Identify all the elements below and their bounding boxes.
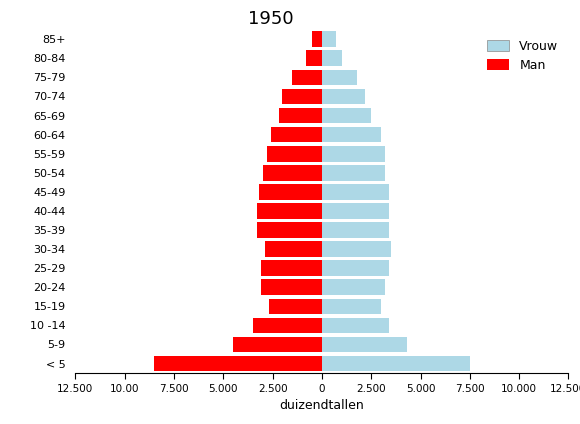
Bar [253, 318, 322, 333]
Bar [154, 356, 322, 371]
Bar [261, 260, 322, 276]
Bar [322, 127, 381, 142]
Bar [269, 298, 322, 314]
Bar [322, 298, 381, 314]
Bar [322, 203, 389, 219]
Bar [257, 203, 322, 219]
Bar [282, 89, 322, 104]
Bar [322, 108, 371, 123]
Bar [271, 127, 322, 142]
Bar [322, 146, 385, 162]
Bar [322, 50, 342, 66]
Bar [322, 318, 389, 333]
Bar [322, 260, 389, 276]
X-axis label: duizendtallen: duizendtallen [280, 399, 364, 412]
Bar [263, 165, 322, 181]
Bar [233, 337, 322, 352]
Bar [322, 165, 385, 181]
Bar [312, 31, 322, 47]
Bar [322, 356, 470, 371]
Legend: Vrouw, Man: Vrouw, Man [483, 36, 562, 75]
Bar [278, 108, 322, 123]
Bar [257, 222, 322, 238]
Bar [322, 337, 407, 352]
Bar [322, 70, 357, 85]
Bar [322, 279, 385, 295]
Bar [267, 146, 322, 162]
Text: 1950: 1950 [248, 10, 293, 28]
Bar [322, 31, 336, 47]
Bar [261, 279, 322, 295]
Bar [322, 89, 365, 104]
Bar [259, 184, 322, 200]
Bar [322, 241, 391, 257]
Bar [264, 241, 322, 257]
Bar [306, 50, 322, 66]
Bar [322, 222, 389, 238]
Bar [322, 184, 389, 200]
Bar [292, 70, 322, 85]
